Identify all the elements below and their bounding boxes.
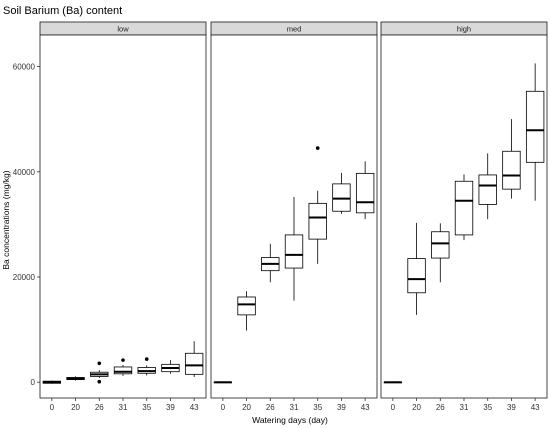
y-tick-label: 40000 xyxy=(13,168,36,177)
box-low-0 xyxy=(42,380,62,384)
strip-label: high xyxy=(457,25,471,34)
y-tick-label: 60000 xyxy=(13,63,36,72)
x-tick-label: 35 xyxy=(313,403,322,412)
box-low-31 xyxy=(113,358,133,376)
box-low-39 xyxy=(161,360,180,374)
outlier-point xyxy=(121,358,125,362)
box-iqr xyxy=(237,296,256,316)
box-med-35 xyxy=(308,146,327,264)
box-med-31 xyxy=(284,197,304,301)
y-tick-label: 20000 xyxy=(13,273,36,282)
box-high-20 xyxy=(407,222,426,315)
box-low-26 xyxy=(90,361,109,384)
outlier-point xyxy=(315,146,320,150)
box-med-26 xyxy=(261,243,280,283)
box-iqr xyxy=(407,258,426,294)
x-tick-label: 43 xyxy=(190,403,199,412)
facet-panels: 0 20000 40000 60000 low 0 20 26 31 35 39 43 med 0 20 26… xyxy=(13,21,548,412)
x-tick-label: 39 xyxy=(166,403,175,412)
box-iqr xyxy=(184,352,204,375)
box-iqr xyxy=(454,180,474,236)
x-tick-label: 20 xyxy=(412,403,421,412)
box-iqr xyxy=(308,202,327,240)
box-high-39 xyxy=(502,119,521,199)
outlier-point xyxy=(97,379,102,384)
chart-title: Soil Barium (Ba) content xyxy=(3,5,122,17)
x-tick-label: 26 xyxy=(95,403,104,412)
box-iqr xyxy=(332,183,351,212)
box-low-43 xyxy=(184,341,204,377)
x-axis-title: Watering days (day) xyxy=(252,415,328,425)
strip-label: med xyxy=(287,25,302,34)
x-tick-label: 20 xyxy=(242,403,251,412)
box-iqr xyxy=(355,172,375,214)
x-tick-label: 43 xyxy=(361,403,370,412)
x-tick-label: 0 xyxy=(50,403,55,412)
box-med-20 xyxy=(237,291,256,331)
y-axis-title: Ba concentrations (mg/kg) xyxy=(1,170,11,269)
box-iqr xyxy=(502,150,521,190)
x-tick-label: 31 xyxy=(119,403,128,412)
x-tick-label: 31 xyxy=(290,403,299,412)
x-tick-label: 26 xyxy=(266,403,275,412)
x-tick-label: 26 xyxy=(436,403,445,412)
x-tick-label: 20 xyxy=(71,403,80,412)
box-iqr xyxy=(284,234,304,269)
box-high-35 xyxy=(478,153,497,220)
box-high-26 xyxy=(431,223,450,283)
box-med-0 xyxy=(213,381,233,384)
panel-med: med 0 20 26 31 35 39 43 xyxy=(210,21,378,412)
box-high-43 xyxy=(525,63,545,201)
box-low-35 xyxy=(137,357,156,376)
panel-high: high 0 20 26 31 35 39 43 xyxy=(380,21,548,412)
outlier-point xyxy=(97,361,102,366)
box-low-20 xyxy=(66,376,85,381)
panel-low: low 0 20 26 31 35 39 43 xyxy=(39,21,207,412)
box-iqr xyxy=(113,366,133,375)
x-tick-label: 43 xyxy=(531,403,540,412)
strip-label: low xyxy=(117,25,129,34)
x-tick-label: 35 xyxy=(483,403,492,412)
x-tick-label: 0 xyxy=(391,403,396,412)
x-tick-label: 0 xyxy=(221,403,226,412)
box-iqr xyxy=(525,90,545,163)
y-tick-label: 0 xyxy=(31,378,36,387)
box-high-0 xyxy=(383,381,403,384)
box-iqr xyxy=(478,174,497,205)
panel-border xyxy=(39,34,207,399)
x-tick-label: 39 xyxy=(507,403,516,412)
x-tick-label: 31 xyxy=(460,403,469,412)
x-tick-label: 39 xyxy=(337,403,346,412)
box-high-31 xyxy=(454,174,474,241)
box-med-39 xyxy=(332,172,351,214)
outlier-point xyxy=(144,357,149,361)
x-tick-label: 35 xyxy=(142,403,151,412)
box-med-43 xyxy=(355,161,375,220)
box-iqr xyxy=(431,231,450,259)
